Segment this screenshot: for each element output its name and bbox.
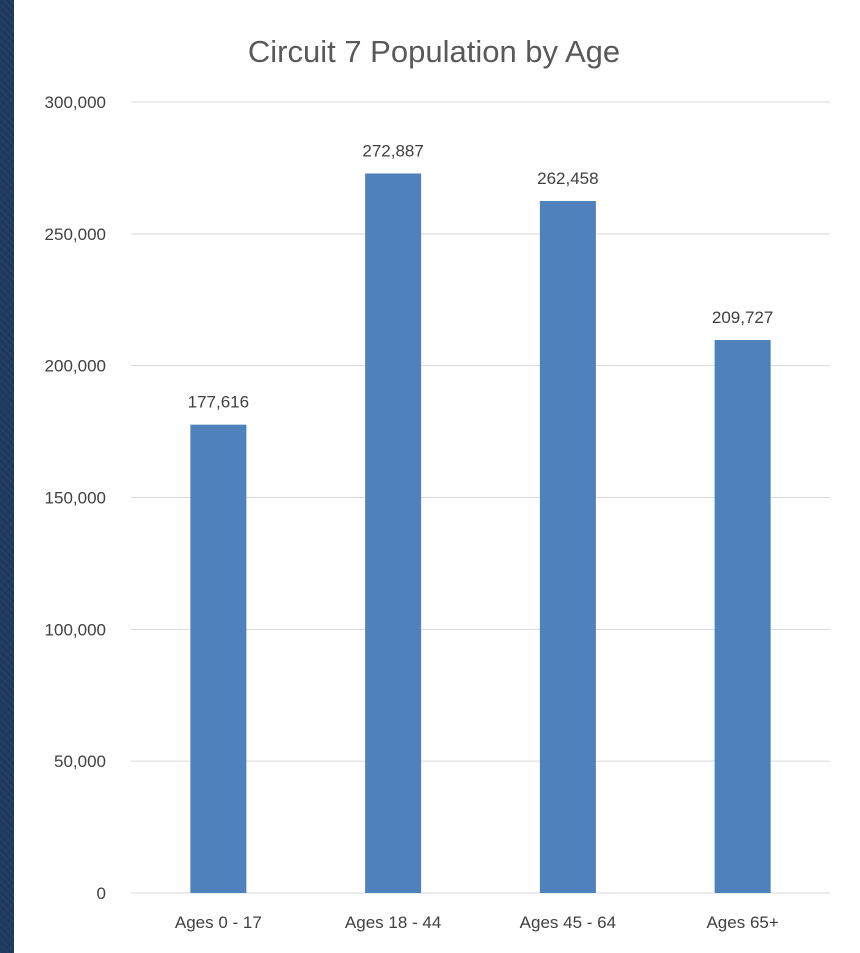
category-label: Ages 0 - 17	[175, 913, 262, 932]
data-label: 272,887	[362, 141, 423, 160]
bar-chart: Circuit 7 Population by Age 0 50,000 100,0…	[45, 34, 830, 932]
data-label: 262,458	[537, 169, 598, 188]
y-tick-label: 50,000	[54, 752, 106, 771]
bars	[190, 173, 771, 894]
bar	[190, 424, 247, 893]
gridlines	[131, 101, 830, 894]
y-tick-label: 100,000	[45, 620, 106, 639]
y-tick-label: 300,000	[45, 93, 106, 112]
category-label: Ages 45 - 64	[520, 913, 616, 932]
y-axis-tick-labels: 0 50,000 100,000 150,000 200,000 250,000 300,0…	[45, 93, 106, 903]
y-tick-label: 0	[97, 884, 106, 903]
bar	[714, 340, 771, 894]
data-label: 209,727	[712, 308, 773, 327]
data-label: 177,616	[188, 393, 249, 412]
y-tick-label: 150,000	[45, 489, 106, 508]
bar	[365, 173, 422, 894]
y-tick-label: 200,000	[45, 357, 106, 376]
category-label: Ages 18 - 44	[345, 913, 441, 932]
category-label: Ages 65+	[706, 913, 778, 932]
bar	[539, 200, 596, 894]
x-axis-category-labels: Ages 0 - 17 Ages 18 - 44 Ages 45 - 64 Ages …	[175, 913, 779, 932]
chart-title: Circuit 7 Population by Age	[248, 34, 620, 69]
y-tick-label: 250,000	[45, 225, 106, 244]
data-labels: 177,616 272,887 262,458 209,727	[188, 141, 774, 411]
chart-panel: Circuit 7 Population by Age 0 50,000 100,0…	[14, 0, 860, 953]
